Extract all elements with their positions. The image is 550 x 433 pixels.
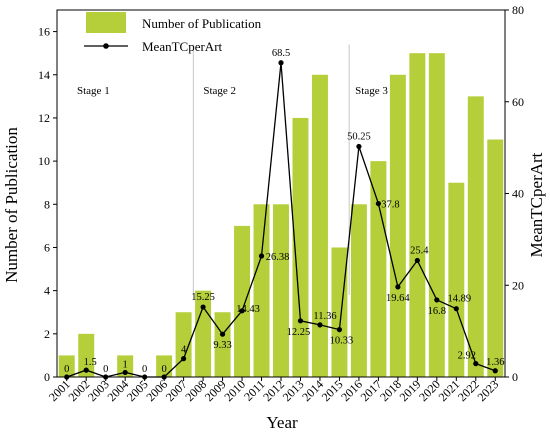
y-tick-label-6: 6 [44, 240, 50, 254]
line-layer: 0 1.5 0 1 0 0 4 15.25 9.33 14.43 26.38 68.5 12.2511.… [64, 48, 504, 380]
y-tick-label-8: 8 [44, 197, 50, 211]
stage-label-3: Stage 3 [355, 85, 388, 97]
bar-2020 [428, 53, 445, 377]
y2-tick-label-80: 80 [512, 3, 524, 17]
meantc-label-2021: 14.89 [447, 294, 471, 305]
meantc-point-2016 [356, 143, 362, 150]
legend-marker-meantc [103, 43, 109, 49]
meantc-point-2014 [317, 322, 323, 328]
meantc-label-2012: 68.5 [272, 48, 290, 59]
meantc-label-2003: 0 [103, 364, 108, 375]
bar-2021 [448, 182, 465, 377]
meantc-point-2018 [395, 284, 401, 290]
meantc-point-2011 [258, 253, 265, 259]
bar-2013 [292, 117, 309, 378]
meantc-point-2023 [492, 368, 498, 374]
bar-2012 [273, 204, 289, 377]
x-axis-title: Year [266, 413, 298, 432]
stage-layer: Stage 1 Stage 2 Stage 3 [77, 44, 388, 295]
y-tick-label-4: 4 [44, 284, 50, 298]
bar-2004 [117, 355, 134, 377]
bar-2014 [311, 74, 328, 377]
y-tick-label-16: 16 [38, 25, 50, 39]
meantc-point-2019 [414, 257, 420, 264]
meantc-point-2004 [122, 369, 128, 376]
meantc-label-2019: 25.4 [410, 245, 429, 256]
meantc-label-2016: 50.25 [347, 131, 371, 142]
legend: Number of Publication MeanTCperArt [84, 12, 262, 54]
y-tick-label-2: 2 [44, 327, 50, 341]
bar-2007 [175, 312, 192, 377]
meantc-label-2022: 2.92 [458, 351, 476, 362]
bar-2019 [409, 53, 426, 377]
meantc-point-2008 [200, 304, 206, 310]
stage-label-2: Stage 2 [203, 85, 236, 97]
y2-tick-label-40: 40 [512, 187, 524, 201]
meantc-point-2012 [278, 60, 284, 66]
meantc-label-2007: 4 [181, 345, 187, 356]
meantc-label-2008: 15.25 [191, 292, 215, 303]
legend-label-publication: Number of Publication [142, 16, 262, 31]
y-tick-label-14: 14 [38, 68, 50, 82]
meantc-label-2005: 0 [142, 364, 147, 375]
meantc-label-2018: 19.64 [386, 293, 410, 304]
bar-2006 [156, 355, 173, 377]
meantc-point-2013 [297, 318, 304, 324]
meantc-label-2014: 11.36 [313, 311, 336, 322]
meantc-point-2015 [336, 327, 343, 333]
meantc-label-2015: 10.33 [330, 336, 354, 347]
meantc-label-2010: 14.43 [236, 304, 260, 315]
bar-2018 [389, 74, 406, 377]
legend-swatch-publication [86, 12, 126, 33]
stage-label-1: Stage 1 [77, 85, 110, 97]
legend-label-meantc: MeanTCperArt [142, 39, 223, 54]
y-axis-title: Number of Publication [2, 127, 21, 283]
meantc-label-2017: 37.8 [381, 200, 399, 211]
meantc-point-2017 [375, 200, 381, 207]
meantc-point-2007 [181, 356, 187, 362]
meantc-label-2002: 1.5 [84, 357, 97, 368]
meantc-label-2011: 26.38 [266, 252, 290, 263]
x-tick-label-2023: 2023 [475, 377, 502, 404]
meantc-point-2022 [473, 361, 479, 367]
y-tick-label-0: 0 [44, 370, 50, 384]
meantc-point-2002 [83, 367, 89, 373]
y2-axis-title: MeanTCperArt [527, 152, 546, 257]
meantc-label-2013: 12.25 [287, 327, 311, 338]
meantc-point-2009 [219, 331, 226, 337]
bar-2010 [234, 225, 251, 377]
meantc-label-2001: 0 [64, 364, 69, 375]
bar-2016 [350, 204, 367, 377]
bar-2001 [58, 355, 75, 377]
y2-tick-label-20: 20 [512, 278, 524, 292]
meantc-label-2023: 1.36 [486, 357, 504, 368]
bar-2008 [195, 290, 212, 377]
bar-2023 [487, 139, 504, 377]
bar-2022 [467, 96, 484, 378]
meantc-label-2004: 1 [123, 359, 128, 370]
y2-tick-label-0: 0 [512, 370, 518, 384]
bar-2017 [370, 161, 387, 377]
bar-2015 [331, 247, 348, 377]
meantc-point-2010 [239, 308, 245, 314]
y-tick-label-10: 10 [38, 154, 50, 168]
meantc-label-2009: 9.33 [213, 340, 231, 351]
y-tick-label-12: 12 [38, 111, 50, 125]
bar-2011 [253, 204, 270, 377]
bar-2002 [78, 333, 95, 377]
meantc-label-2006: 0 [162, 364, 167, 375]
meantc-point-2020 [434, 297, 440, 303]
y2-tick-label-60: 60 [512, 95, 524, 109]
meantc-point-2021 [453, 306, 459, 312]
bars-layer [58, 53, 504, 378]
meantc-label-2020: 16.8 [428, 306, 446, 317]
